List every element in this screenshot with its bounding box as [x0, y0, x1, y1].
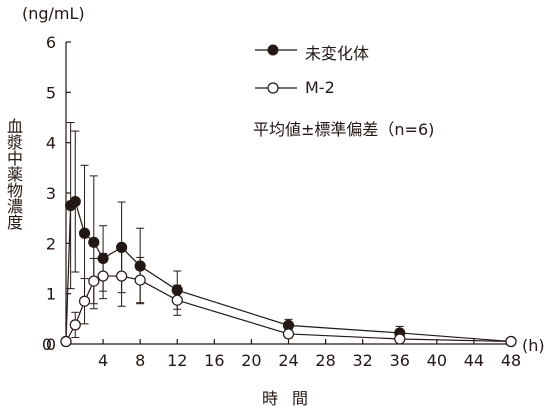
y-tick-label: 5	[46, 83, 56, 102]
data-point-unchanged	[97, 252, 109, 265]
x-axis-unit: (h)	[522, 336, 545, 355]
y-tick-label: 1	[46, 285, 56, 304]
data-point-m2	[134, 274, 146, 286]
data-point-m2	[282, 328, 295, 340]
data-point-unchanged	[134, 260, 146, 272]
data-point-m2	[505, 335, 517, 348]
data-point-m2	[69, 319, 81, 331]
y-axis-unit: (ng/mL)	[22, 4, 85, 23]
y-tick-label: 6	[46, 33, 56, 52]
data-point-unchanged	[88, 236, 100, 248]
data-point-m2	[394, 333, 406, 345]
legend-label-m2: M-2	[305, 78, 335, 97]
x-tick-label: 40	[427, 351, 447, 370]
x-tick-label: 12	[167, 351, 187, 370]
x-tick-label: 48	[501, 351, 521, 370]
y-axis-label: 血漿中薬物濃度	[4, 118, 23, 230]
x-tick-label: 4	[98, 351, 108, 370]
x-axis-label: 時間	[262, 389, 323, 408]
data-point-unchanged	[69, 195, 81, 208]
data-point-m2	[97, 270, 109, 282]
y-tick-label: 3	[46, 184, 56, 203]
x-tick-label: 24	[278, 351, 298, 370]
x-tick-label: 36	[390, 351, 410, 370]
data-point-unchanged	[78, 227, 91, 239]
legend-note: 平均値±標準偏差（n=6)	[253, 120, 435, 139]
data-point-unchanged	[171, 284, 183, 296]
filled-circle-marker-icon	[255, 44, 297, 56]
data-point-m2	[88, 275, 100, 287]
y-tick-label: 4	[46, 134, 56, 153]
x-tick-label: 8	[135, 351, 145, 370]
x-tick-label: 16	[204, 351, 224, 370]
x-tick-label: 32	[352, 351, 372, 370]
data-point-unchanged	[116, 241, 128, 253]
data-point-m2	[116, 270, 128, 282]
open-circle-marker-icon	[255, 82, 297, 94]
data-point-m2	[78, 295, 91, 307]
origin-tick-label: 0	[42, 335, 52, 354]
x-tick-label: 28	[315, 351, 335, 370]
y-tick-label: 0	[46, 335, 56, 354]
x-tick-label: 44	[464, 351, 484, 370]
legend-label-unchanged: 未変化体	[305, 44, 370, 63]
data-point-m2	[171, 294, 183, 306]
data-point-m2	[60, 335, 72, 348]
x-tick-label: 20	[241, 351, 261, 370]
y-tick-label: 2	[46, 234, 56, 253]
